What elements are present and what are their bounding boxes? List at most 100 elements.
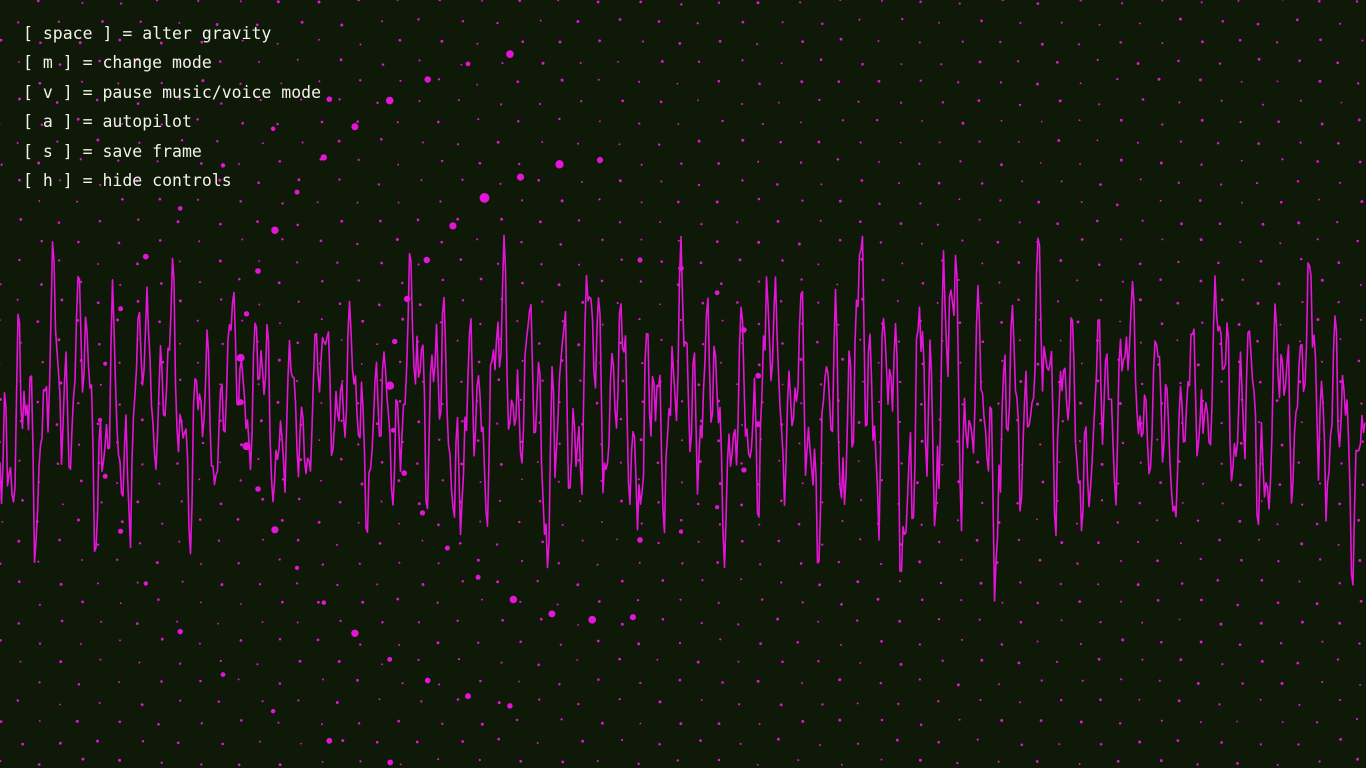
particle-dot bbox=[398, 399, 402, 403]
particle-dot bbox=[496, 21, 499, 25]
particle-dot bbox=[656, 658, 659, 661]
particle-dot bbox=[259, 98, 262, 102]
particle-dot bbox=[558, 117, 561, 121]
particle-dot bbox=[937, 617, 941, 621]
audio-waveform-line bbox=[0, 234, 1366, 602]
particle-dot bbox=[998, 281, 1001, 284]
particle-dot bbox=[860, 179, 864, 182]
control-hint-voice: [ v ] = pause music/voice mode bbox=[23, 82, 322, 102]
particle-dot bbox=[918, 560, 922, 564]
particle-dot bbox=[318, 38, 320, 41]
particle-dot bbox=[956, 440, 959, 443]
particle-dot bbox=[178, 21, 181, 24]
particle-dot bbox=[59, 703, 61, 706]
particle-dot bbox=[1018, 103, 1022, 107]
particle-dot bbox=[637, 537, 643, 543]
particle-dot bbox=[439, 200, 442, 203]
particle-dot bbox=[201, 441, 205, 445]
particle-dot bbox=[736, 383, 739, 386]
particle-dot bbox=[501, 618, 504, 622]
particle-dot bbox=[756, 43, 759, 46]
particle-dot bbox=[377, 303, 381, 307]
particle-dot bbox=[499, 182, 502, 185]
control-action: alter gravity bbox=[142, 24, 272, 43]
particle-dot bbox=[1058, 99, 1062, 103]
particle-dot bbox=[961, 403, 964, 406]
particle-dot bbox=[1136, 62, 1140, 65]
particle-dot bbox=[638, 318, 641, 321]
particle-dot bbox=[418, 59, 421, 62]
particle-dot bbox=[1037, 200, 1041, 204]
particle-dot bbox=[356, 242, 359, 246]
particle-dot bbox=[1241, 682, 1244, 685]
particle-dot bbox=[317, 520, 321, 524]
particle-dot bbox=[661, 579, 665, 582]
particle-dot bbox=[1019, 701, 1021, 704]
particle-dot bbox=[696, 22, 699, 25]
particle-dot bbox=[601, 238, 604, 242]
particle-dot bbox=[596, 156, 604, 164]
particle-dot bbox=[1098, 23, 1101, 26]
particle-dot bbox=[321, 600, 327, 605]
particle-dot bbox=[541, 379, 544, 382]
particle-dot bbox=[978, 140, 981, 143]
particle-dot bbox=[637, 257, 643, 263]
particle-dot bbox=[577, 219, 581, 222]
particle-dot bbox=[1361, 440, 1365, 443]
particle-dot bbox=[799, 562, 803, 565]
particle-dot bbox=[877, 361, 880, 364]
particle-dot bbox=[1036, 601, 1040, 605]
particle-dot bbox=[1156, 559, 1159, 563]
particle-dot bbox=[1355, 0, 1359, 3]
particle-dot bbox=[337, 139, 341, 143]
particle-dot bbox=[103, 361, 108, 366]
particle-dot bbox=[460, 380, 463, 383]
particle-dot bbox=[1315, 602, 1319, 606]
particle-dot bbox=[359, 643, 362, 646]
particle-dot bbox=[680, 162, 683, 165]
particle-dot bbox=[296, 58, 299, 61]
particle-dot bbox=[326, 96, 333, 103]
particle-dot bbox=[423, 256, 431, 264]
particle-dot bbox=[1280, 443, 1284, 447]
particle-dot bbox=[255, 23, 259, 27]
particle-dot bbox=[55, 101, 59, 104]
particle-dot bbox=[436, 601, 439, 604]
particle-dot bbox=[21, 742, 25, 746]
particle-dot bbox=[277, 358, 281, 362]
particle-dot bbox=[1278, 483, 1282, 486]
particle-dot bbox=[557, 561, 561, 565]
particle-dot bbox=[1260, 578, 1264, 582]
particle-dot bbox=[1339, 181, 1342, 184]
particle-dot bbox=[1017, 661, 1021, 665]
particle-dot bbox=[301, 141, 304, 144]
particle-dot bbox=[898, 619, 901, 623]
particle-dot bbox=[479, 277, 483, 281]
particle-dot bbox=[118, 720, 122, 724]
particle-dot bbox=[719, 282, 723, 286]
particle-dot bbox=[239, 443, 243, 447]
particle-dot bbox=[919, 202, 922, 205]
particle-dot bbox=[821, 22, 824, 25]
particle-dot bbox=[620, 499, 623, 503]
particle-dot bbox=[160, 123, 163, 126]
particle-dot bbox=[778, 459, 781, 462]
particle-dot bbox=[57, 338, 61, 342]
particle-dot bbox=[118, 681, 121, 684]
particle-dot bbox=[101, 20, 104, 23]
particle-dot bbox=[56, 462, 60, 466]
particle-dot bbox=[701, 579, 704, 582]
particle-dot bbox=[119, 283, 122, 286]
particle-dot bbox=[1001, 601, 1004, 604]
particle-dot bbox=[496, 140, 500, 144]
particle-dot bbox=[39, 41, 42, 45]
particle-dot bbox=[960, 638, 963, 641]
control-action: pause music/voice mode bbox=[102, 82, 322, 102]
particle-dot bbox=[980, 182, 984, 185]
particle-dot bbox=[340, 219, 344, 223]
particle-dot bbox=[135, 622, 139, 625]
particle-dot bbox=[1141, 621, 1144, 624]
particle-dot bbox=[424, 677, 431, 684]
